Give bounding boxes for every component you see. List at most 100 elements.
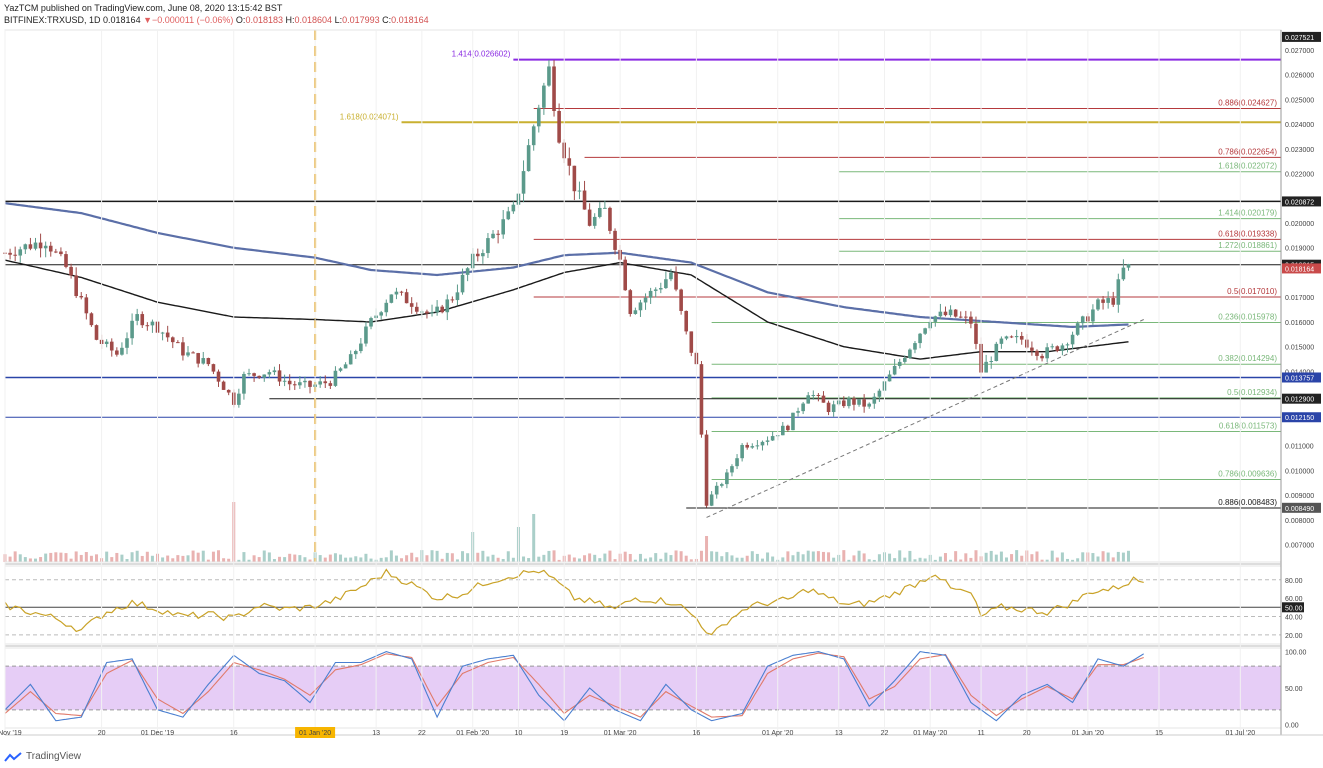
volume-bar-91 <box>466 553 470 562</box>
candle-body-177 <box>903 357 907 362</box>
volume-bar-70 <box>359 557 363 562</box>
volume-bar-59 <box>303 557 307 562</box>
candle-body-167 <box>852 398 856 405</box>
stoch-d-line <box>4 652 1144 718</box>
price-tick-9: 0.019000 <box>1285 246 1314 253</box>
volume-bar-26 <box>135 550 139 562</box>
candle-body-34 <box>176 342 180 344</box>
publisher-line: YazTCM published on TradingView.com, Jun… <box>4 3 283 13</box>
volume-bar-134 <box>684 555 688 562</box>
volume-bar-135 <box>689 559 693 562</box>
candle-body-117 <box>597 207 602 217</box>
time-tick-13: 13 <box>835 730 843 737</box>
volume-bar-14 <box>74 551 78 562</box>
candle-body-24 <box>125 338 129 348</box>
volume-bar-143 <box>730 555 734 562</box>
volume-bar-206 <box>1050 550 1054 562</box>
candle-body-91 <box>465 268 470 275</box>
volume-bar-163 <box>832 557 836 562</box>
candle-body-115 <box>587 209 592 226</box>
candle-body-132 <box>674 272 678 290</box>
volume-bar-154 <box>786 551 790 562</box>
candle-body-148 <box>755 445 760 447</box>
volume-bar-44 <box>227 558 231 562</box>
volume-bar-132 <box>674 550 678 562</box>
volume-bar-83 <box>425 555 429 562</box>
volume-bar-99 <box>506 551 510 562</box>
time-tick-0: 01 Nov '19 <box>0 730 22 737</box>
time-tick-4: 01 Jan '20 <box>299 730 331 737</box>
rsi-tick-4: 20.00 <box>1285 633 1303 640</box>
candle-body-71 <box>364 326 368 344</box>
candle-body-169 <box>862 399 866 407</box>
high-value: 0.018604 <box>294 15 333 25</box>
volume-bar-104 <box>532 514 536 562</box>
candle-body-134 <box>684 310 689 332</box>
volume-bar-107 <box>547 550 551 562</box>
candle-body-16 <box>84 297 89 314</box>
candle-body-70 <box>359 343 363 352</box>
price-pane[interactable]: 1.414(0.026602) 0.886(0.024627) 1.618(0.02… <box>3 30 1281 562</box>
candle-body-49 <box>252 373 256 376</box>
stoch-tick-0: 100.00 <box>1285 650 1307 657</box>
volume-bar-105 <box>537 556 541 562</box>
price-tick-2: 0.026000 <box>1285 73 1314 80</box>
price-tick-0: 0.027521 <box>1285 35 1314 42</box>
volume-bar-106 <box>542 554 546 562</box>
volume-bar-7 <box>39 557 43 562</box>
candle-body-128 <box>653 289 658 291</box>
rsi-tick-0: 80.00 <box>1285 578 1303 585</box>
volume-bar-112 <box>572 557 576 562</box>
candle-body-165 <box>842 400 846 407</box>
candle-body-105 <box>536 107 541 127</box>
volume-bar-209 <box>1065 558 1069 562</box>
volume-bar-46 <box>237 559 241 562</box>
rsi-pane[interactable] <box>4 568 1281 636</box>
volume-bar-24 <box>125 559 129 562</box>
volume-bar-23 <box>120 554 124 562</box>
time-tick-16: 11 <box>977 730 984 737</box>
volume-bar-153 <box>781 557 785 562</box>
candle-body-90 <box>460 274 465 293</box>
volume-bar-191 <box>974 550 978 562</box>
volume-bar-215 <box>1096 556 1100 562</box>
candle-body-127 <box>648 290 653 298</box>
candle-body-78 <box>399 291 404 293</box>
candle-body-181 <box>923 328 927 334</box>
volume-bar-133 <box>679 551 683 562</box>
volume-bar-67 <box>344 557 348 562</box>
volume-bar-97 <box>496 557 500 562</box>
volume-bar-219 <box>1116 551 1120 562</box>
candle-body-141 <box>719 484 724 486</box>
volume-bar-125 <box>638 553 642 562</box>
candle-body-94 <box>481 253 485 257</box>
candle-body-184 <box>938 311 943 317</box>
level-label-18: 0.786(0.009636) <box>1218 469 1277 478</box>
volume-bar-40 <box>206 559 210 562</box>
volume-bar-111 <box>567 554 571 562</box>
candle-body-154 <box>786 425 790 431</box>
volume-bar-98 <box>501 558 505 562</box>
volume-bar-158 <box>806 550 810 562</box>
stoch-rsi-pane[interactable] <box>4 651 1281 722</box>
candle-body-180 <box>918 333 922 344</box>
candle-body-74 <box>379 312 383 316</box>
candle-body-112 <box>572 165 577 192</box>
candle-body-3 <box>18 249 23 256</box>
volume-bar-36 <box>186 555 190 562</box>
volume-bar-64 <box>328 554 332 562</box>
candle-body-144 <box>735 458 739 467</box>
level-label-11: 0.236(0.015978) <box>1218 313 1277 322</box>
candle-body-205 <box>1045 347 1049 359</box>
volume-bar-39 <box>201 550 205 562</box>
volume-bar-76 <box>389 550 393 562</box>
volume-bar-151 <box>771 556 775 562</box>
candle-body-47 <box>242 373 246 394</box>
volume-bar-210 <box>1071 559 1075 562</box>
volume-bar-114 <box>583 555 587 562</box>
time-tick-11: 16 <box>692 730 700 737</box>
candle-body-187 <box>953 309 958 317</box>
candle-body-75 <box>384 302 389 313</box>
level-label-1: 0.886(0.024627) <box>1218 99 1277 108</box>
